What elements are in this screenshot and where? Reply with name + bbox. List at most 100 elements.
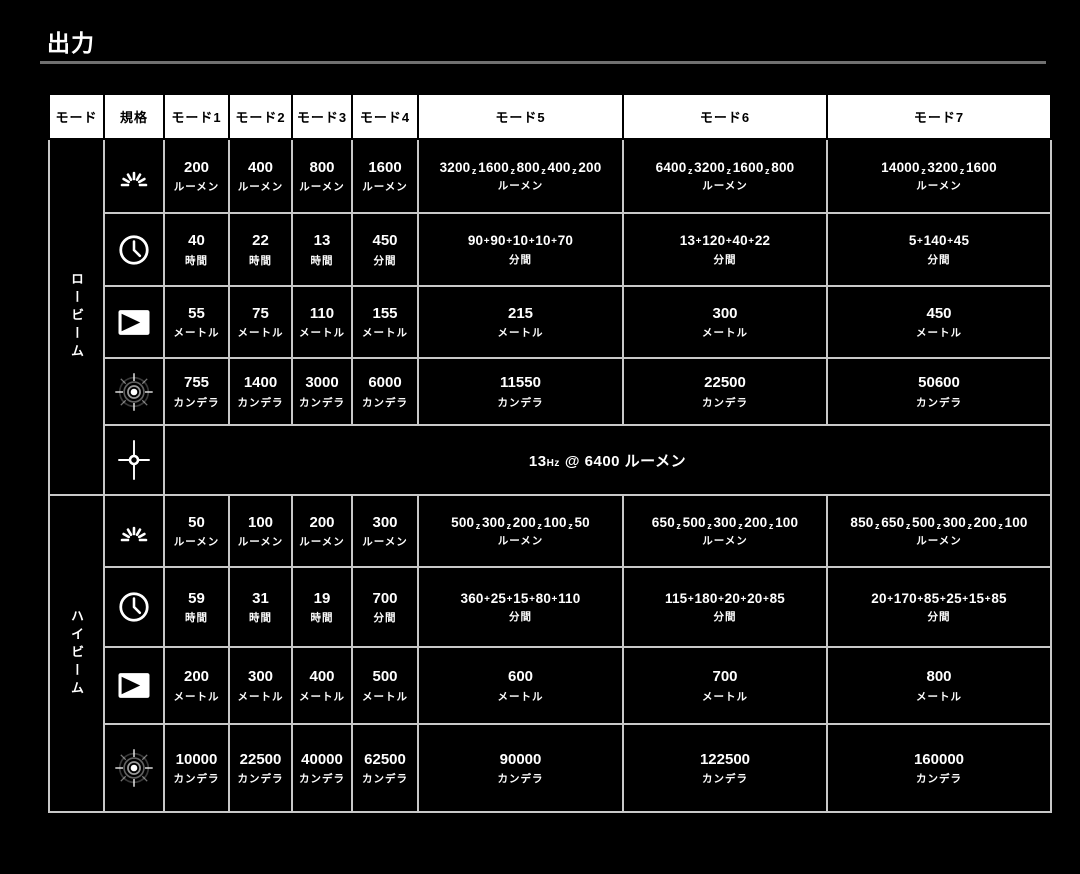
plus-separator: + xyxy=(947,236,954,248)
spec-unit: カンデラ xyxy=(299,396,345,409)
value-number: 22500 xyxy=(704,374,746,392)
spec-unit: ルーメン xyxy=(497,535,544,548)
spec-unit: カンデラ xyxy=(173,396,220,409)
value-number: 25 xyxy=(490,590,507,606)
value-number: 215 xyxy=(507,304,534,322)
value-number: 500 xyxy=(372,668,398,686)
value-number: 200 xyxy=(183,668,210,686)
stepdown-separator: z xyxy=(874,520,880,531)
value-number: 100 xyxy=(543,514,567,530)
spec-column-header: 規格 xyxy=(103,93,165,140)
value-number: 50 xyxy=(574,514,590,530)
beam-distance-icon-cell xyxy=(103,646,165,725)
value-number: 22500 xyxy=(239,750,282,768)
spec-value-cell: 500 メートル xyxy=(351,646,419,725)
spec-unit: 分間 xyxy=(927,611,951,624)
title-divider xyxy=(40,61,1046,64)
spec-unit: カンデラ xyxy=(702,773,748,786)
spec-value-cell: 59 時間 xyxy=(163,566,230,648)
spec-value-cell: 40000 カンデラ xyxy=(291,723,353,813)
stepdown-separator: z xyxy=(676,520,682,531)
spec-value-cell: 22500 カンデラ xyxy=(228,723,293,813)
spec-value-cell: 6400 z 3200 z 1600 z 800 ルーメン xyxy=(622,138,828,214)
candela-icon xyxy=(105,370,163,414)
spec-unit: メートル xyxy=(702,690,748,703)
value-number: 22 xyxy=(754,233,771,249)
spec-value: 3000 xyxy=(295,373,349,393)
spec-unit: ルーメン xyxy=(702,180,748,193)
output-spec-table: モード 規格 モード1 モード2 モード3 モード4 モード5 モード6 モード7 ロービーム 2… xyxy=(48,93,1052,813)
header-row: モード 規格 モード1 モード2 モード3 モード4 モード5 モード6 モード7 xyxy=(48,93,1052,140)
spec-value: 90+90+10+10+70 xyxy=(421,232,620,250)
brightness-icon xyxy=(105,516,163,546)
spec-value-cell: 450 分間 xyxy=(351,212,419,287)
spec-value: 650 z 500 z 300 z 200 z 100 xyxy=(626,514,824,532)
plus-separator: + xyxy=(528,236,535,248)
spec-unit: カンデラ xyxy=(497,396,544,409)
plus-separator: + xyxy=(529,593,536,605)
spec-value-cell: 100 ルーメン xyxy=(228,494,293,568)
spec-value-cell: 5+140+45 分間 xyxy=(826,212,1052,287)
spec-value-cell: 800 メートル xyxy=(826,646,1052,725)
spec-unit: カンデラ xyxy=(173,773,220,786)
spec-value-cell: 90000 カンデラ xyxy=(417,723,624,813)
low-beam-row: 55 メートル 75 メートル 110 メートル 155 メートル 215 メートル 300 メートル… xyxy=(49,285,1052,359)
value-number: 100 xyxy=(775,514,799,530)
value-number: 300 xyxy=(372,513,398,531)
clock-icon xyxy=(105,232,163,268)
spec-unit: ルーメン xyxy=(237,181,284,194)
strobe-icon xyxy=(105,437,163,483)
spec-value-cell: 19 時間 xyxy=(291,566,353,648)
plus-separator: + xyxy=(763,593,770,605)
value-number: 80 xyxy=(535,590,552,606)
value-number: 50 xyxy=(188,513,205,531)
value-number: 10 xyxy=(535,233,551,249)
spec-value: 13 xyxy=(295,231,349,251)
spec-value-cell: 215 メートル xyxy=(417,285,624,359)
value-number: 300 xyxy=(942,514,966,530)
spec-unit: メートル xyxy=(916,327,962,340)
value-number: 15 xyxy=(968,590,985,606)
spec-value: 600 xyxy=(421,667,620,687)
spec-value-cell: 700 メートル xyxy=(622,646,828,725)
spec-value: 300 xyxy=(232,667,289,687)
spec-value: 6000 xyxy=(355,373,415,393)
plus-separator: + xyxy=(551,593,558,605)
low-beam-row: ロービーム 200 ルーメン 400 ルーメン 800 ルーメン 1600 ルーメン 3200 z 1… xyxy=(48,138,1052,496)
value-number: 800 xyxy=(516,159,540,175)
spec-value: 22 xyxy=(232,231,289,251)
spec-unit: カンデラ xyxy=(916,396,962,409)
spec-unit: ルーメン xyxy=(702,535,748,548)
value-number: 300 xyxy=(712,304,738,322)
spec-value: 20+170+85+25+15+85 xyxy=(830,590,1048,608)
spec-unit: カンデラ xyxy=(702,396,748,409)
value-number: 85 xyxy=(769,590,785,606)
value-number: 120 xyxy=(702,233,726,249)
spec-value: 700 xyxy=(355,589,415,609)
spec-value: 360+25+15+80+110 xyxy=(421,590,620,608)
spec-value: 11550 xyxy=(421,373,620,393)
spec-unit: カンデラ xyxy=(362,773,408,786)
spec-unit: 時間 xyxy=(185,254,208,267)
spec-unit: メートル xyxy=(237,327,284,340)
spec-value-cell: 650 z 500 z 300 z 200 z 100 ルーメン xyxy=(622,494,828,568)
candela-icon xyxy=(105,746,163,790)
spec-unit: 分間 xyxy=(373,612,397,625)
spec-unit: 分間 xyxy=(509,611,532,624)
value-number: 1600 xyxy=(368,158,402,176)
spec-value: 160000 xyxy=(830,750,1048,770)
value-number: 11550 xyxy=(500,374,541,392)
value-number: 19 xyxy=(313,589,331,607)
high-beam-row: 10000 カンデラ 22500 カンデラ 40000 カンデラ 62500 カンデラ 9000… xyxy=(49,723,1052,813)
value-number: 110 xyxy=(558,590,581,606)
spec-unit: メートル xyxy=(173,327,220,340)
value-number: 200 xyxy=(744,514,768,530)
spec-value: 500 z 300 z 200 z 100 z 50 xyxy=(421,514,620,532)
value-number: 50600 xyxy=(918,374,960,392)
mode-6-header: モード6 xyxy=(622,93,828,140)
value-number: 3200 xyxy=(694,159,725,175)
spec-unit: メートル xyxy=(497,327,544,340)
value-number: 300 xyxy=(713,514,737,530)
spec-unit: ルーメン xyxy=(497,180,544,193)
spec-unit: ルーメン xyxy=(362,181,408,194)
